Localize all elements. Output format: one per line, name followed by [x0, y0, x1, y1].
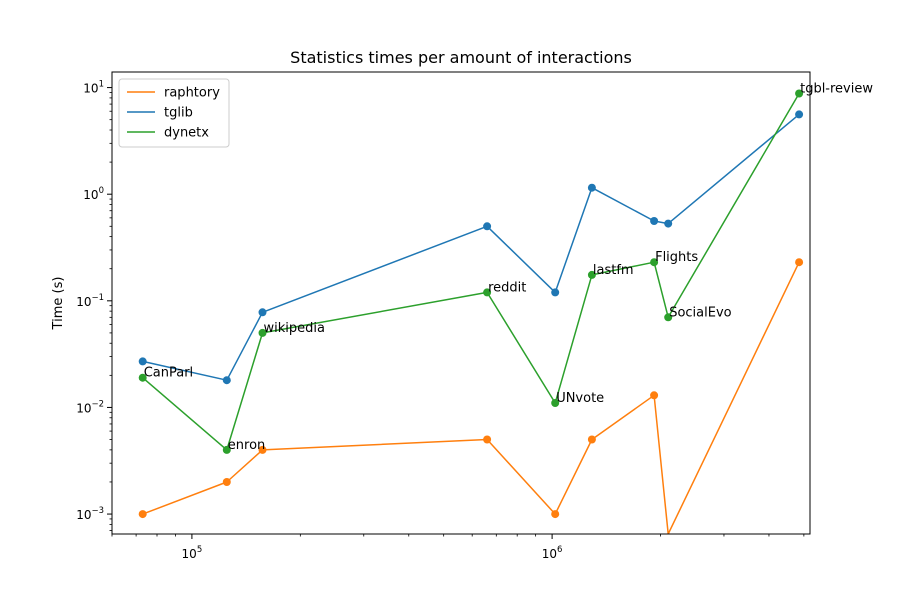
- data-point-dynetx: [587, 270, 596, 279]
- tick-label-exponent: −3: [91, 506, 104, 516]
- data-point-dynetx: [138, 373, 147, 382]
- data-point-tglib: [795, 110, 804, 119]
- tick-label-base: 10: [76, 295, 91, 309]
- series-line-dynetx: [142, 93, 800, 451]
- data-point-raphtory: [587, 435, 596, 444]
- tick-label: 10−2: [76, 399, 104, 415]
- tick-label: 10−1: [76, 293, 104, 309]
- point-annotation: lastfm: [593, 263, 634, 278]
- tick-label: 106: [542, 545, 563, 561]
- point-annotation: enron: [228, 438, 265, 453]
- data-point-dynetx: [795, 89, 804, 98]
- legend-label-dynetx: dynetx: [164, 126, 209, 141]
- point-annotation: CanParl: [144, 366, 193, 381]
- data-point-tglib: [664, 219, 673, 228]
- point-annotation: wikipedia: [264, 321, 325, 336]
- tick-label-base: 10: [83, 82, 98, 96]
- tick-label-base: 10: [83, 188, 98, 202]
- tick-label: 100: [83, 186, 104, 202]
- tick-label-base: 10: [76, 508, 91, 522]
- plot-area-frame: [111, 71, 811, 535]
- tick-label-exponent: 5: [197, 545, 202, 555]
- data-point-tglib: [222, 376, 231, 385]
- tick-label: 101: [83, 80, 104, 96]
- tick-label-exponent: 0: [99, 186, 104, 196]
- tick-label-exponent: −2: [91, 399, 104, 409]
- point-annotation: Flights: [655, 250, 698, 265]
- data-point-dynetx: [650, 258, 659, 267]
- legend-label-tglib: tglib: [164, 106, 193, 121]
- legend: raphtory tglib dynetx: [118, 78, 230, 148]
- tick-label: 105: [182, 545, 203, 561]
- series-line-raphtory: [142, 261, 800, 534]
- legend-label-raphtory: raphtory: [164, 86, 220, 101]
- tick-label-exponent: 1: [99, 80, 104, 90]
- series-group: [138, 89, 804, 534]
- plot-layer: CanParl enron wikipedia reddit UNvote lastfm F…: [138, 82, 873, 534]
- tick-label-exponent: −1: [91, 293, 104, 303]
- data-point-dynetx: [664, 313, 673, 322]
- chart-title: Statistics times per amount of interacti…: [290, 48, 632, 67]
- data-point-dynetx: [483, 288, 492, 297]
- data-point-raphtory: [650, 391, 659, 400]
- data-point-dynetx: [551, 399, 560, 407]
- legend-box: [118, 78, 230, 148]
- point-annotation: reddit: [488, 280, 526, 295]
- data-point-tglib: [587, 183, 596, 192]
- data-point-raphtory: [795, 258, 804, 267]
- data-point-tglib: [483, 222, 492, 231]
- data-point-raphtory: [138, 510, 147, 519]
- tick-label-base: 10: [182, 547, 197, 561]
- data-point-tglib: [551, 288, 560, 297]
- tick-label: 10−3: [76, 506, 104, 522]
- data-point-dynetx: [222, 445, 231, 454]
- data-point-raphtory: [222, 478, 231, 486]
- data-point-dynetx: [258, 328, 267, 337]
- point-annotation: UNvote: [556, 391, 604, 406]
- point-annotation: SocialEvo: [669, 305, 731, 320]
- y-axis-label: Time (s): [51, 277, 66, 331]
- data-point-tglib: [650, 217, 659, 225]
- point-annotation: tgbl-review: [800, 82, 873, 97]
- data-point-raphtory: [551, 510, 560, 519]
- tick-label-base: 10: [76, 401, 91, 415]
- data-point-raphtory: [258, 445, 267, 454]
- data-point-raphtory: [483, 435, 492, 444]
- tick-label-exponent: 6: [557, 545, 562, 555]
- tick-label-base: 10: [542, 547, 557, 561]
- data-point-tglib: [138, 357, 147, 366]
- series-line-tglib: [142, 113, 800, 381]
- data-point-tglib: [258, 308, 267, 317]
